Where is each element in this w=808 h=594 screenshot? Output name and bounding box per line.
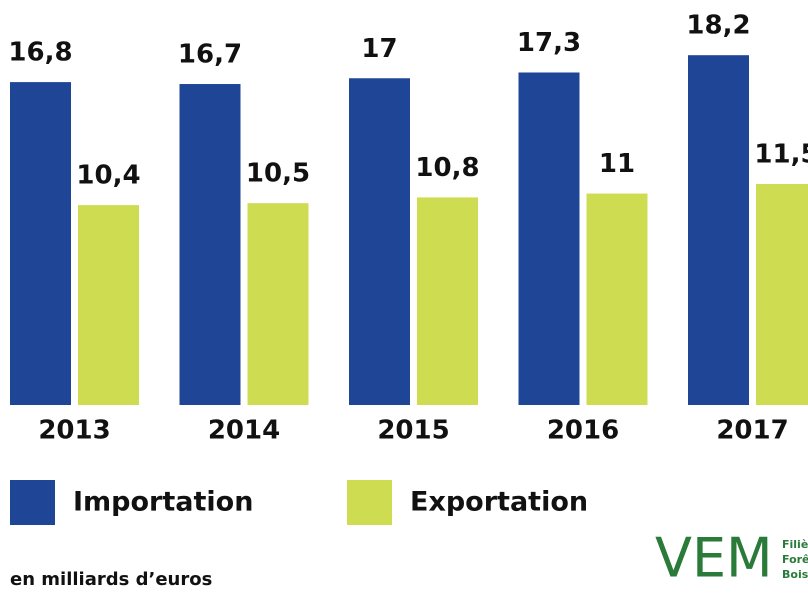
bar [518, 72, 580, 405]
x-tick-label: 2015 [377, 416, 449, 446]
value-label: 11,5 [754, 139, 808, 169]
value-label: 17,3 [517, 28, 581, 58]
legend-swatch [347, 480, 392, 525]
x-tick-label: 2013 [38, 416, 110, 446]
value-label: 10,8 [415, 153, 479, 183]
legend-label: Exportation [410, 487, 588, 518]
bar [417, 197, 478, 405]
legend-swatch [10, 480, 55, 525]
value-label: 17 [361, 34, 397, 64]
value-label: 10,5 [246, 159, 310, 189]
legend-label: Importation [73, 487, 253, 518]
x-tick-label: 2016 [547, 416, 619, 446]
note: en milliards d’euros [10, 569, 212, 590]
bar [688, 55, 749, 406]
logo-line: Filiè [782, 538, 808, 551]
logo-mark: VEM [655, 527, 773, 590]
bar [756, 183, 808, 405]
value-label: 18,2 [686, 11, 750, 41]
value-label: 11 [599, 149, 635, 179]
bar [78, 205, 139, 405]
bar [586, 193, 648, 405]
value-label: 16,7 [178, 40, 242, 70]
value-label: 10,4 [76, 161, 140, 191]
bar [349, 78, 410, 405]
logo-line: Bois [782, 568, 808, 581]
bar [247, 203, 309, 405]
logo-line: Forê [782, 553, 808, 566]
logo: VEM Filiè Forê Bois [655, 527, 808, 590]
bar [10, 82, 71, 405]
x-tick-label: 2014 [208, 416, 280, 446]
x-tick-label: 2017 [716, 416, 788, 446]
bar [179, 84, 241, 405]
value-label: 16,8 [8, 38, 72, 68]
